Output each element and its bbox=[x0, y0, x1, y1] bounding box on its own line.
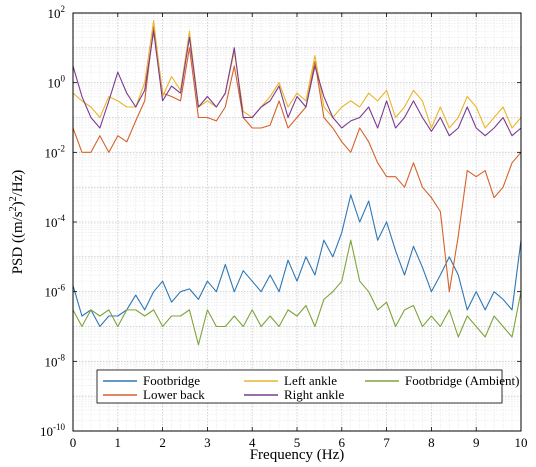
y-tick-label-exponent: 0 bbox=[61, 74, 66, 84]
y-axis-title-middle: ) bbox=[10, 201, 26, 206]
x-tick-label: 4 bbox=[249, 435, 256, 450]
y-axis-title-prefix: PSD ((m/s bbox=[10, 211, 26, 274]
legend-label-lower-back: Lower back bbox=[143, 387, 205, 402]
y-tick-label-base: 10 bbox=[48, 6, 61, 21]
y-axis-title-sup2: 2 bbox=[8, 196, 19, 201]
y-axis-title: PSD ((m/s2)2/Hz) bbox=[8, 170, 26, 275]
y-tick-label-exponent: -2 bbox=[58, 143, 66, 153]
x-tick-label: 3 bbox=[204, 435, 211, 450]
y-axis-title-suffix: /Hz) bbox=[10, 170, 26, 197]
y-tick-label: 100 bbox=[48, 74, 66, 91]
series-line-right-ankle bbox=[72, 30, 522, 137]
y-tick-label-base: 10 bbox=[45, 285, 58, 300]
y-tick-label-exponent: -6 bbox=[58, 283, 66, 293]
legend-label-footbridge: Footbridge bbox=[143, 373, 200, 388]
x-tick-label: 2 bbox=[159, 435, 166, 450]
x-tick-label: 6 bbox=[339, 435, 346, 450]
legend-box bbox=[96, 369, 503, 404]
y-tick-label: 10-8 bbox=[45, 352, 66, 369]
legend-label-right-ankle: Right ankle bbox=[284, 387, 345, 402]
y-tick-label-exponent: 2 bbox=[61, 4, 66, 14]
x-tick-label: 10 bbox=[515, 435, 528, 450]
y-tick-label-exponent: -4 bbox=[58, 213, 66, 223]
y-tick-label-base: 10 bbox=[40, 424, 53, 439]
series-line-footbridge-ambient bbox=[72, 239, 522, 346]
legend-label-left-ankle: Left ankle bbox=[284, 373, 337, 388]
y-tick-label-base: 10 bbox=[45, 354, 58, 369]
x-tick-label: 5 bbox=[294, 435, 301, 450]
y-tick-label-exponent: -8 bbox=[58, 352, 66, 362]
x-tick-label: 1 bbox=[115, 435, 122, 450]
series-line-lower-back bbox=[72, 26, 522, 293]
y-tick-label-base: 10 bbox=[48, 76, 61, 91]
y-tick-label: 10-4 bbox=[45, 213, 66, 230]
legend: Footbridge Left ankle Footbridge (Ambient)… bbox=[96, 369, 519, 404]
x-tick-label: 0 bbox=[70, 435, 77, 450]
y-tick-label-base: 10 bbox=[45, 215, 58, 230]
x-axis-title: Frequency (Hz) bbox=[250, 447, 345, 463]
legend-label-footbridge-ambient: Footbridge (Ambient) bbox=[405, 373, 519, 388]
y-axis-title-sup1: 2 bbox=[8, 206, 19, 211]
y-tick-label: 10-2 bbox=[45, 143, 66, 160]
y-tick-label: 10-10 bbox=[40, 422, 65, 439]
series-line-left-ankle bbox=[72, 20, 522, 129]
x-tick-label: 7 bbox=[383, 435, 390, 450]
x-tick-label: 8 bbox=[428, 435, 435, 450]
y-tick-label: 102 bbox=[48, 4, 66, 21]
y-tick-label-base: 10 bbox=[45, 145, 58, 160]
series-layer bbox=[72, 20, 522, 346]
y-tick-label: 10-6 bbox=[45, 283, 66, 300]
y-tick-label-exponent: -10 bbox=[53, 422, 65, 432]
x-tick-label: 9 bbox=[473, 435, 480, 450]
